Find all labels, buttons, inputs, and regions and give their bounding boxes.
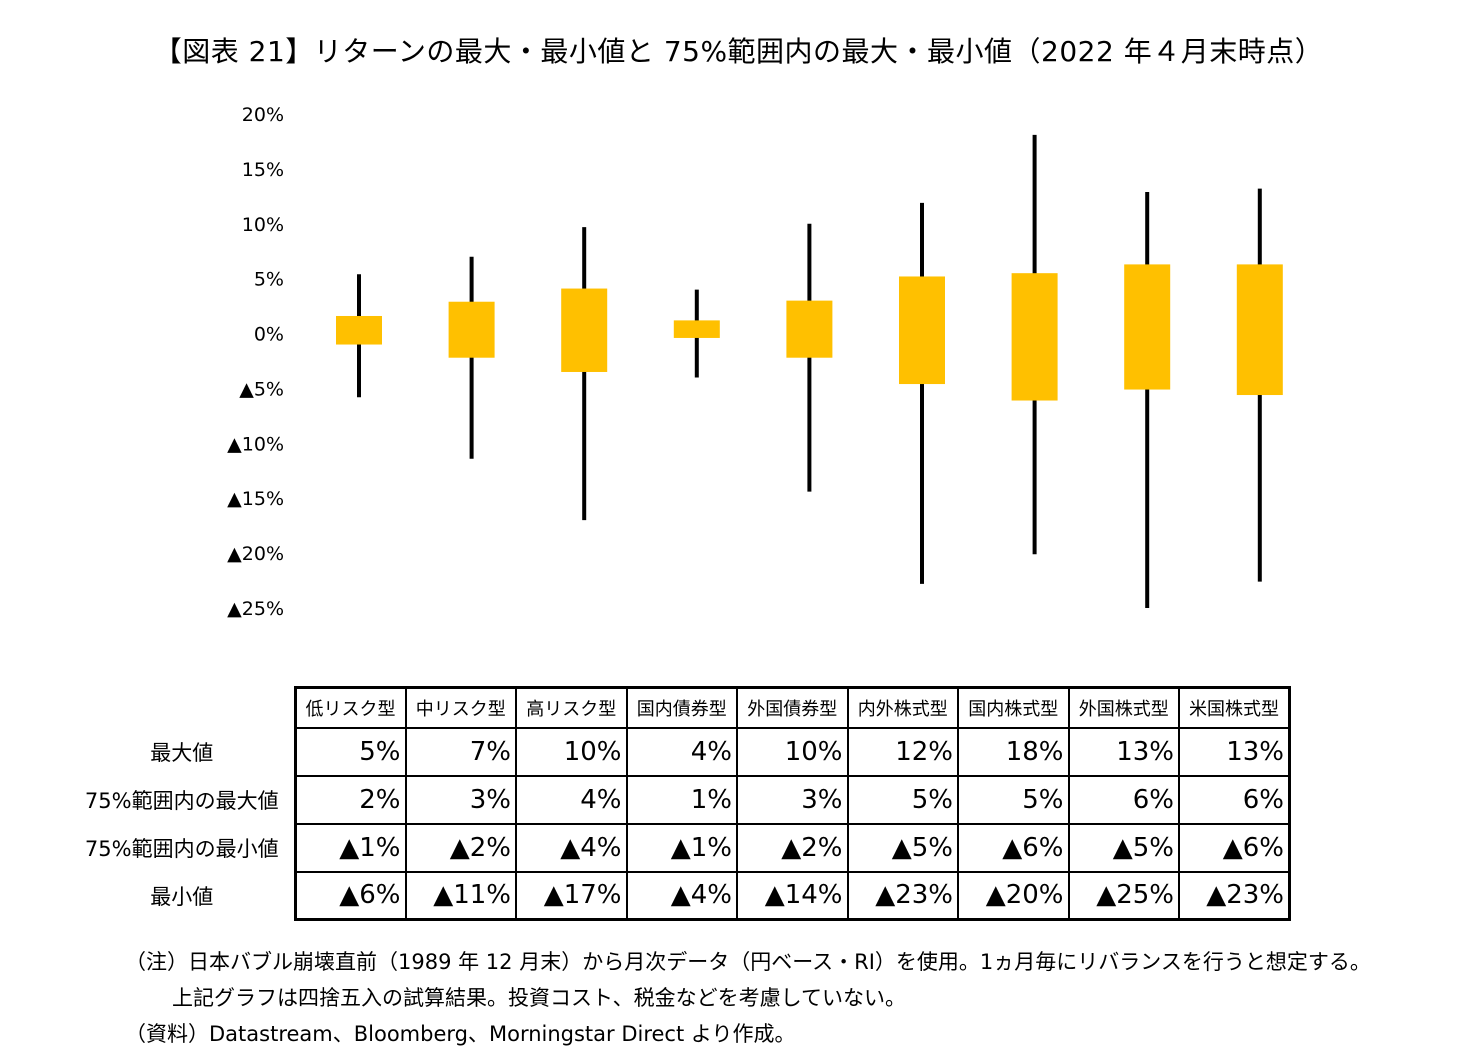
- table-row: 最小値 ▲6% ▲11% ▲17% ▲4% ▲14% ▲23% ▲20% ▲25% ▲23%: [70, 870, 1291, 921]
- table-cell: ▲20%: [957, 870, 1070, 921]
- data-table: 低リスク型 中リスク型 高リスク型 国内債券型 外国債券型 内外株式型 国内株式型 外国株式型…: [70, 686, 1291, 921]
- column-header: 外国株式型: [1067, 686, 1180, 729]
- table-cell: 5%: [846, 774, 959, 825]
- candle-3: [561, 227, 608, 521]
- table-cell: ▲5%: [846, 822, 959, 873]
- data-table-body: 低リスク型 中リスク型 高リスク型 国内債券型 外国債券型 内外株式型 国内株式型 外国株式型…: [70, 686, 1291, 921]
- table-cell: ▲5%: [1067, 822, 1180, 873]
- source-line: （資料）Datastream、Bloomberg、Morningstar Dir…: [125, 1022, 796, 1046]
- table-cell: ▲6%: [293, 870, 407, 921]
- y-tick-label: ▲20%: [227, 543, 284, 565]
- table-cell: ▲25%: [1067, 870, 1180, 921]
- y-tick-label: 10%: [242, 214, 284, 236]
- candle-2: [448, 256, 495, 459]
- chart-title: 【図表 21】リターンの最大・最小値と 75%範囲内の最大・最小値（2022 年…: [153, 35, 1324, 68]
- y-tick-label: ▲10%: [227, 433, 284, 455]
- table-cell: ▲6%: [957, 822, 1070, 873]
- table-cell: 7%: [404, 726, 517, 777]
- column-header: 内外株式型: [846, 686, 959, 729]
- table-cell: 10%: [515, 726, 628, 777]
- table-cell: 5%: [293, 726, 407, 777]
- y-tick-label: 15%: [242, 159, 284, 181]
- table-header-row: 低リスク型 中リスク型 高リスク型 国内債券型 外国債券型 内外株式型 国内株式型 外国株式型…: [70, 686, 1291, 729]
- table-cell: 10%: [736, 726, 849, 777]
- table-corner: [70, 688, 295, 728]
- table-cell: ▲17%: [515, 870, 628, 921]
- column-header: 低リスク型: [293, 686, 407, 729]
- candle-1: [336, 274, 382, 398]
- table-cell: 18%: [957, 726, 1070, 777]
- range-box: [786, 300, 833, 358]
- candle-7: [1011, 134, 1058, 555]
- y-tick-label: 5%: [254, 269, 284, 291]
- column-header: 高リスク型: [515, 686, 628, 729]
- candle-8: [1124, 191, 1171, 608]
- table-cell: ▲23%: [846, 870, 959, 921]
- table-row: 75%範囲内の最小値 ▲1% ▲2% ▲4% ▲1% ▲2% ▲5% ▲6% ▲5% ▲6%: [70, 822, 1291, 873]
- table-cell: ▲4%: [515, 822, 628, 873]
- note-line-2: 上記グラフは四捨五入の試算結果。投資コスト、税金などを考慮していない。: [172, 986, 906, 1010]
- table-cell: ▲2%: [404, 822, 517, 873]
- range-box: [673, 320, 720, 338]
- table-cell: 3%: [736, 774, 849, 825]
- table-cell: ▲6%: [1178, 822, 1291, 873]
- y-tick-label: 0%: [254, 324, 284, 346]
- table-cell: 4%: [515, 774, 628, 825]
- y-tick-label: 20%: [242, 104, 284, 126]
- range-box: [336, 315, 382, 345]
- candle-5: [786, 223, 833, 492]
- range-box: [1011, 273, 1058, 401]
- y-tick-label: ▲25%: [227, 598, 284, 620]
- table-cell: 1%: [625, 774, 738, 825]
- table-cell: 5%: [957, 774, 1070, 825]
- table-cell: ▲1%: [625, 822, 738, 873]
- note-line-1: （注）日本バブル崩壊直前（1989 年 12 月末）から月次データ（円ベース・R…: [125, 950, 1371, 974]
- table-row: 75%範囲内の最大値 2% 3% 4% 1% 3% 5% 5% 6% 6%: [70, 774, 1291, 825]
- table-cell: 13%: [1067, 726, 1180, 777]
- table-cell: 2%: [293, 774, 407, 825]
- range-box: [561, 288, 608, 372]
- table-row: 最大値 5% 7% 10% 4% 10% 12% 18% 13% 13%: [70, 726, 1291, 777]
- candlestick-chart: 20% 15% 10% 5% 0% ▲5% ▲10% ▲15% ▲20% ▲25%: [227, 104, 1283, 620]
- chart-marks: [336, 134, 1283, 608]
- table-cell: 13%: [1178, 726, 1291, 777]
- range-box: [1236, 264, 1283, 396]
- table-cell: 6%: [1067, 774, 1180, 825]
- table-cell: ▲11%: [404, 870, 517, 921]
- table-cell: 3%: [404, 774, 517, 825]
- y-tick-label: ▲5%: [239, 378, 284, 400]
- table-cell: ▲1%: [293, 822, 407, 873]
- table-cell: ▲23%: [1178, 870, 1291, 921]
- table-cell: ▲4%: [625, 870, 738, 921]
- row-label: 最小値: [150, 884, 214, 909]
- table-cell: 6%: [1178, 774, 1291, 825]
- y-tick-label: ▲15%: [227, 488, 284, 510]
- candle-9: [1236, 188, 1283, 582]
- column-header: 中リスク型: [404, 686, 517, 729]
- y-axis: 20% 15% 10% 5% 0% ▲5% ▲10% ▲15% ▲20% ▲25%: [227, 104, 284, 620]
- table-cell: ▲14%: [736, 870, 849, 921]
- column-header: 外国債券型: [736, 686, 849, 729]
- column-header: 米国株式型: [1178, 686, 1291, 729]
- range-box: [899, 276, 945, 385]
- table-cell: 4%: [625, 726, 738, 777]
- table-cell: ▲2%: [736, 822, 849, 873]
- column-header: 国内債券型: [625, 686, 738, 729]
- table-cell: 12%: [846, 726, 959, 777]
- candle-6: [899, 202, 945, 584]
- candle-4: [673, 289, 720, 378]
- column-header: 国内株式型: [957, 686, 1070, 729]
- row-label: 75%範囲内の最小値: [84, 836, 279, 861]
- range-box: [448, 301, 495, 358]
- range-box: [1124, 264, 1171, 390]
- row-label: 75%範囲内の最大値: [84, 788, 279, 813]
- row-label: 最大値: [150, 740, 214, 765]
